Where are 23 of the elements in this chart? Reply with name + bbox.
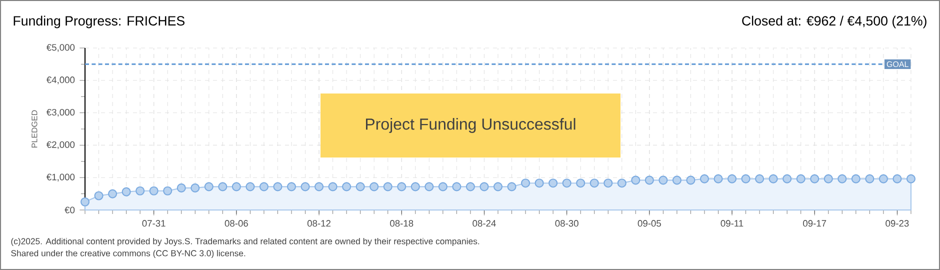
y-tick-label: €0 (64, 206, 75, 214)
x-tick-label: 08-30 (555, 220, 578, 227)
y-axis-title: PLEDGED (32, 110, 38, 148)
chart-subtitle: Closed at: €962 / €4,500 (21%) (742, 16, 926, 28)
y-tick-label: €2,000 (46, 141, 75, 150)
ref-line-label: GOAL (886, 61, 908, 68)
y-tick-label: €1,000 (46, 174, 75, 182)
x-tick-label: 08-18 (390, 220, 414, 227)
y-tick-label: €3,000 (46, 108, 75, 117)
x-tick-label: 08-12 (307, 220, 331, 227)
annotation: Project Funding Unsuccessful (366, 118, 576, 133)
y-tick-label: €4,000 (46, 76, 75, 84)
x-tick-label: 07-31 (142, 220, 166, 227)
x-tick-label: 09-17 (803, 220, 826, 227)
text: (c)2025. Additional content provided by Joys.S. Trademarks and related content are owned by their respective companies. (11, 238, 480, 246)
x-tick-label: 09-23 (886, 220, 909, 227)
text: Shared under the creative commons (CC BY-NC 3.0) license. (11, 250, 246, 258)
y-tick-label: €5,000 (46, 44, 75, 52)
x-tick-label: 08-24 (472, 220, 496, 227)
x-tick-label: 09-05 (638, 220, 661, 227)
x-tick-label: 08-06 (224, 220, 248, 227)
x-tick-label: 09-11 (720, 220, 744, 227)
chart-title: Funding Progress: FRICHES (14, 16, 184, 28)
